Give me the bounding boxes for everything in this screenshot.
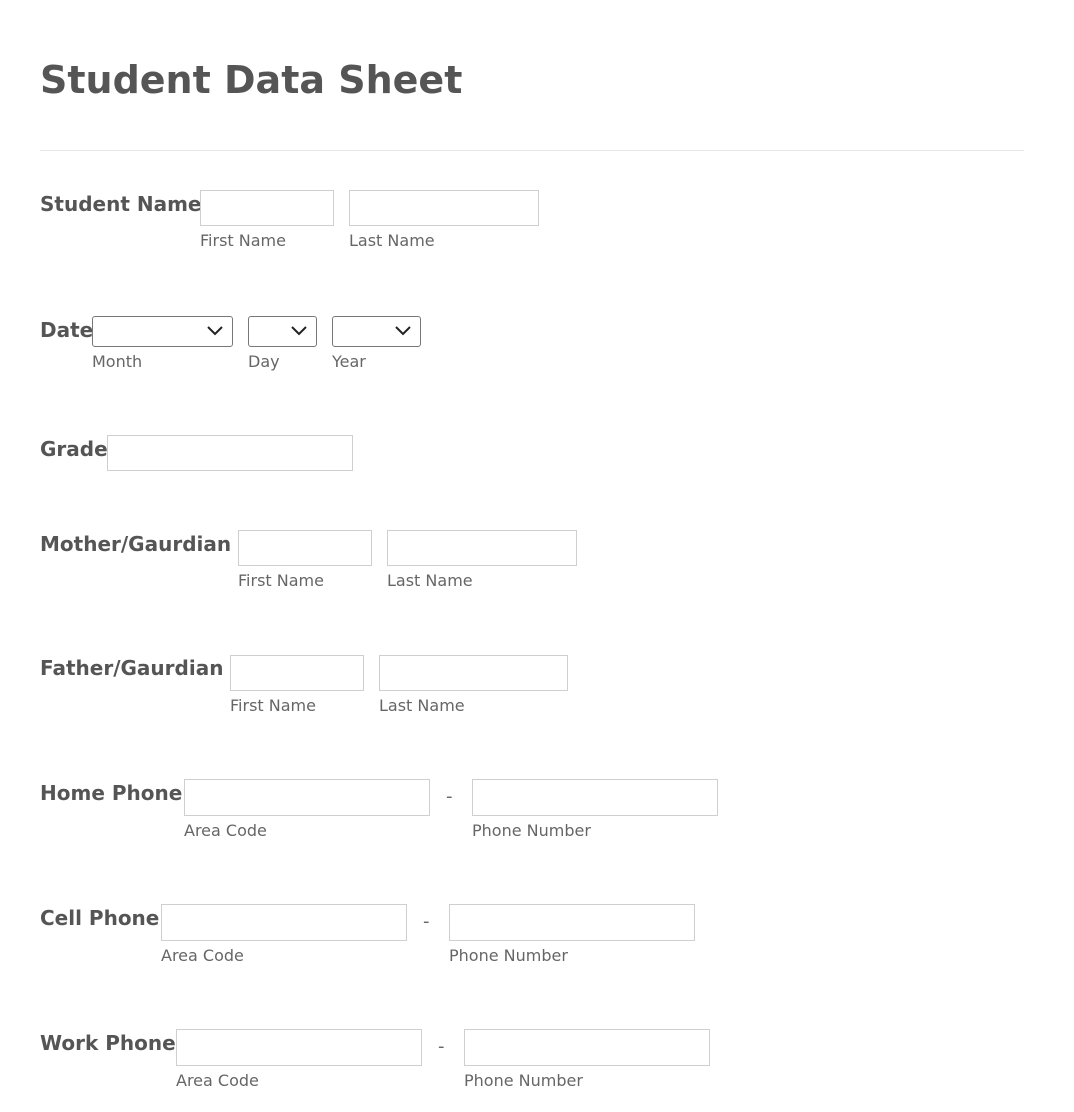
chevron-down-icon xyxy=(207,326,223,336)
student-name-label: Student Name xyxy=(40,192,202,216)
student-first-name-sublabel: First Name xyxy=(200,231,286,250)
cell-phone-number-sublabel: Phone Number xyxy=(449,946,568,965)
cell-phone-label: Cell Phone xyxy=(40,906,160,930)
student-last-name-sublabel: Last Name xyxy=(349,231,435,250)
day-select[interactable] xyxy=(248,316,317,347)
mother-last-name-sublabel: Last Name xyxy=(387,571,473,590)
student-first-name-input[interactable] xyxy=(200,190,334,226)
work-area-code-sublabel: Area Code xyxy=(176,1071,259,1090)
home-area-code-sublabel: Area Code xyxy=(184,821,267,840)
chevron-down-icon xyxy=(291,326,307,336)
work-phone-number-sublabel: Phone Number xyxy=(464,1071,583,1090)
day-sublabel: Day xyxy=(248,352,280,371)
mother-label: Mother/Gaurdian xyxy=(40,532,232,556)
father-last-name-input[interactable] xyxy=(379,655,568,691)
year-select[interactable] xyxy=(332,316,421,347)
home-phone-number-sublabel: Phone Number xyxy=(472,821,591,840)
father-first-name-input[interactable] xyxy=(230,655,364,691)
mother-last-name-input[interactable] xyxy=(387,530,577,566)
month-select[interactable] xyxy=(92,316,233,347)
cell-phone-number-input[interactable] xyxy=(449,904,695,941)
work-area-code-input[interactable] xyxy=(176,1029,422,1066)
page-title: Student Data Sheet xyxy=(40,58,463,102)
grade-input[interactable] xyxy=(107,435,353,471)
work-phone-label: Work Phone xyxy=(40,1031,176,1055)
cell-area-code-sublabel: Area Code xyxy=(161,946,244,965)
date-label: Date xyxy=(40,318,94,342)
student-last-name-input[interactable] xyxy=(349,190,539,226)
home-area-code-input[interactable] xyxy=(184,779,430,816)
home-phone-number-input[interactable] xyxy=(472,779,718,816)
month-sublabel: Month xyxy=(92,352,143,371)
year-sublabel: Year xyxy=(332,352,366,371)
father-label: Father/Gaurdian xyxy=(40,656,224,680)
home-phone-label: Home Phone xyxy=(40,781,183,805)
mother-first-name-input[interactable] xyxy=(238,530,372,566)
cell-area-code-input[interactable] xyxy=(161,904,407,941)
work-phone-number-input[interactable] xyxy=(464,1029,710,1066)
mother-first-name-sublabel: First Name xyxy=(238,571,324,590)
divider xyxy=(40,150,1024,151)
father-first-name-sublabel: First Name xyxy=(230,696,316,715)
phone-separator: - xyxy=(423,911,430,932)
grade-label: Grade xyxy=(40,437,108,461)
phone-separator: - xyxy=(446,786,453,807)
chevron-down-icon xyxy=(395,326,411,336)
phone-separator: - xyxy=(438,1036,445,1057)
father-last-name-sublabel: Last Name xyxy=(379,696,465,715)
